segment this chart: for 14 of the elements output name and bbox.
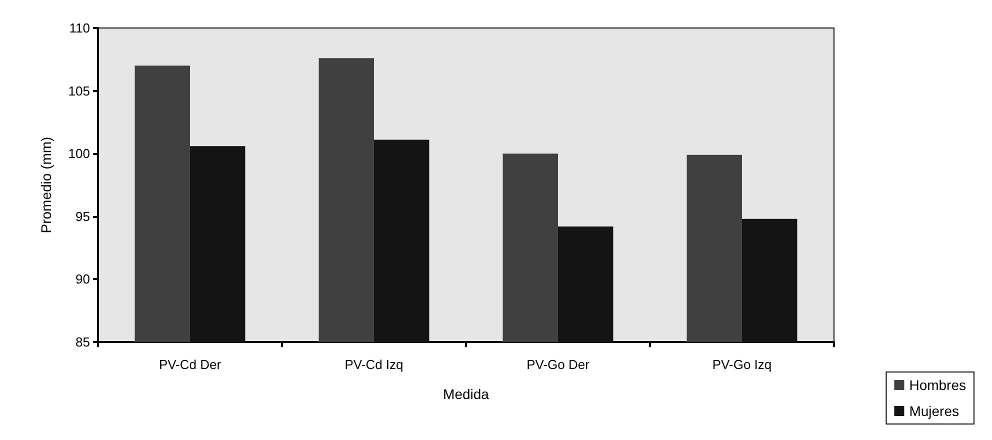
y-tick-label: 105 bbox=[68, 83, 90, 98]
x-tick-label: PV-Go Izq bbox=[712, 357, 772, 372]
x-tick-label: PV-Cd Izq bbox=[344, 357, 404, 372]
y-tick-label: 100 bbox=[68, 146, 90, 162]
y-tick-label: 95 bbox=[76, 208, 90, 224]
y-axis-title: Promedio (mm) bbox=[38, 136, 54, 234]
legend-label: Mujeres bbox=[909, 403, 960, 419]
legend-label: Hombres bbox=[909, 377, 966, 393]
x-tick-label: PV-Cd Der bbox=[158, 357, 222, 372]
y-tick-label: 90 bbox=[76, 272, 90, 287]
y-tick-label: 85 bbox=[76, 334, 90, 350]
y-tick-label: 110 bbox=[69, 20, 90, 36]
x-tick-label: PV-Go Der bbox=[526, 357, 590, 372]
x-axis-title: Medida bbox=[443, 386, 490, 402]
